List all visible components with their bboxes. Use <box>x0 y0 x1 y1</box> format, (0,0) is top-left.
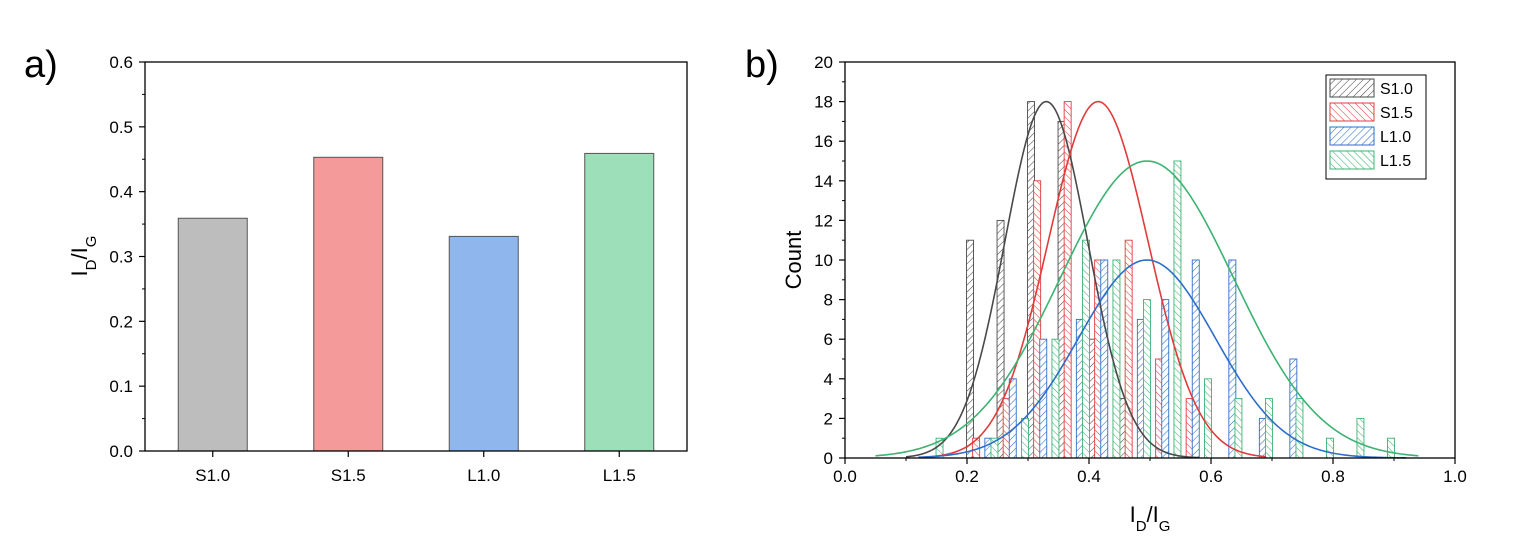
y-tick-label: 12 <box>814 211 833 230</box>
histogram-bar-l1-5 <box>1234 398 1243 459</box>
histogram-bar-s1-0 <box>966 239 974 459</box>
histogram-bar-l1-5 <box>1356 417 1365 459</box>
histogram-bar-l1-5 <box>1173 160 1182 459</box>
histogram-bar-l1-5 <box>1051 338 1060 459</box>
histogram-bar-l1-0 <box>1008 378 1017 459</box>
histogram-bar-l1-5 <box>1295 398 1304 459</box>
y-tick-label: 0.6 <box>109 53 133 72</box>
panel-a-label: a) <box>24 44 58 86</box>
x-tick-label: 0.2 <box>955 467 979 486</box>
bar-l1-0 <box>448 235 519 452</box>
y-tick-label: 0.1 <box>109 377 133 396</box>
panel-b-x-axis-title: ID/IG <box>1130 502 1171 535</box>
fit-curve-s1-5 <box>924 100 1266 458</box>
y-tick-label: 8 <box>824 291 833 310</box>
fit-curve-s1-0 <box>905 100 1199 459</box>
y-tick-label: 0.4 <box>109 183 133 202</box>
x-tick-label: L1.0 <box>467 466 500 485</box>
x-tick-label: 0.0 <box>833 467 857 486</box>
y-tick-label: 0.5 <box>109 118 133 137</box>
legend-label-l1-0: L1.0 <box>1380 129 1411 146</box>
y-tick-label: 0.0 <box>109 442 133 461</box>
legend-swatch-l1-0 <box>1329 126 1375 146</box>
histogram-bar-l1-5 <box>1325 437 1334 459</box>
histogram-bar-l1-0 <box>1100 259 1109 459</box>
histogram-bar-l1-5 <box>1112 259 1121 459</box>
x-tick-label: 0.8 <box>1321 467 1345 486</box>
y-tick-label: 20 <box>814 53 833 72</box>
legend-swatch-s1-0 <box>1329 78 1375 98</box>
panel-a-y-axis-title: ID/IG <box>67 236 100 277</box>
x-tick-label: S1.5 <box>331 466 366 485</box>
histogram-bar-l1-0 <box>1191 259 1200 459</box>
panel-b-label: b) <box>745 44 779 86</box>
y-tick-label: 10 <box>814 251 833 270</box>
legend-label-l1-5: L1.5 <box>1380 153 1411 170</box>
y-tick-label: 6 <box>824 330 833 349</box>
fit-curve-l1-0 <box>918 259 1407 459</box>
legend-label-s1-5: S1.5 <box>1380 105 1413 122</box>
histogram-bar-l1-5 <box>1386 437 1395 459</box>
x-tick-label: S1.0 <box>195 466 230 485</box>
histogram-bar-l1-5 <box>1203 378 1212 459</box>
histogram-bar-l1-5 <box>1264 398 1273 459</box>
y-tick-label: 2 <box>824 409 833 428</box>
x-tick-label: 1.0 <box>1443 467 1467 486</box>
histogram-bar-s1-5 <box>1124 239 1133 459</box>
bar-s1-0 <box>177 217 248 452</box>
histogram-bar-l1-5 <box>1081 239 1090 459</box>
fit-curve-l1-5 <box>875 160 1419 457</box>
legend-swatch-l1-5 <box>1329 150 1375 170</box>
panel-b-legend: S1.0 S1.5 L1.0 L1.5 <box>1325 74 1427 180</box>
y-tick-label: 18 <box>814 93 833 112</box>
bar-s1-5 <box>313 156 384 452</box>
y-tick-label: 0.2 <box>109 312 133 331</box>
x-tick-label: 0.4 <box>1077 467 1101 486</box>
panel-a-bar-chart: a) 0.0 0.1 0.2 0.3 0.4 0.5 0.6 S1.0 S1.5 L1.0 L1.… <box>24 44 688 485</box>
panel-b-y-axis-title: Count <box>781 231 806 290</box>
x-tick-label: L1.5 <box>603 466 636 485</box>
histogram-bar-l1-5 <box>1142 299 1151 459</box>
x-tick-label: 0.6 <box>1199 467 1223 486</box>
y-tick-label: 0 <box>824 449 833 468</box>
y-tick-label: 0.3 <box>109 248 133 267</box>
y-tick-label: 14 <box>814 172 833 191</box>
bar-l1-5 <box>584 152 655 452</box>
legend-label-s1-0: S1.0 <box>1380 81 1413 98</box>
legend-swatch-s1-5 <box>1329 102 1375 122</box>
y-tick-label: 16 <box>814 132 833 151</box>
y-tick-label: 4 <box>824 370 833 389</box>
histogram-bar-l1-5 <box>1021 417 1029 459</box>
